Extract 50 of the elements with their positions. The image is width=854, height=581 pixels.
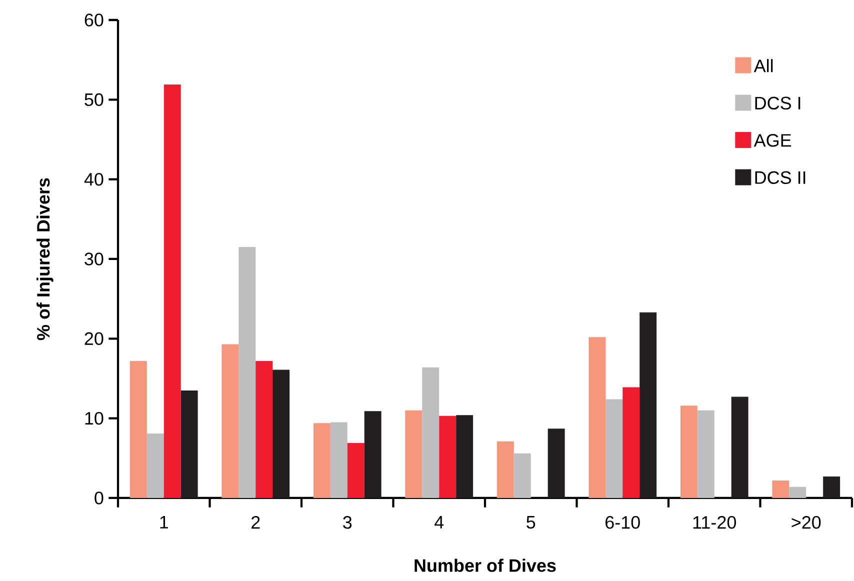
- bar: [496, 441, 514, 498]
- x-tick-label: 11-20: [693, 516, 736, 529]
- bar: [222, 344, 239, 498]
- bar: [422, 367, 440, 498]
- legend-label: DCS I: [755, 96, 800, 110]
- y-tick-label: 40: [84, 172, 104, 186]
- bar: [180, 390, 198, 498]
- y-tick-label: 20: [84, 332, 104, 346]
- bar: [456, 415, 474, 498]
- x-tick-label: 5: [526, 516, 536, 529]
- x-tick-label: >20: [792, 516, 821, 529]
- bar: [772, 480, 790, 498]
- bar: [789, 486, 806, 498]
- bar: [622, 387, 640, 498]
- bar: [405, 410, 422, 498]
- bar: [697, 410, 714, 498]
- bar: [272, 370, 290, 498]
- bar: [606, 399, 623, 498]
- legend-label: DCS II: [755, 171, 806, 184]
- bar: [823, 476, 840, 498]
- y-tick-label: 10: [85, 412, 104, 425]
- y-tick-label: 30: [84, 252, 104, 266]
- bar: [130, 360, 147, 498]
- bar: [330, 422, 348, 498]
- bar: [347, 443, 364, 498]
- bar: [313, 423, 330, 498]
- legend-label: All: [754, 59, 773, 72]
- bar: [364, 411, 382, 498]
- bar: [640, 312, 657, 498]
- y-tick-label: 50: [84, 93, 104, 106]
- x-tick-label: 3: [343, 516, 352, 529]
- bar: [164, 84, 181, 498]
- bar: [439, 416, 456, 498]
- y-tick-label: 60: [84, 14, 104, 26]
- bar: [256, 360, 273, 498]
- x-tick-label: 2: [252, 516, 260, 529]
- x-axis-title: Number of Dives: [414, 558, 556, 572]
- bar: [146, 433, 164, 498]
- bar: [548, 428, 565, 498]
- bar: [588, 337, 606, 498]
- bar: [731, 396, 748, 498]
- bar: [238, 247, 256, 498]
- x-tick-label: 4: [434, 516, 444, 528]
- bar: [514, 453, 531, 498]
- x-tick-label: 6-10: [606, 516, 640, 529]
- y-axis-title: % of Injured Divers: [36, 178, 54, 340]
- x-tick-label: 1: [160, 516, 168, 528]
- bar: [680, 406, 698, 498]
- y-tick-label: 0: [94, 492, 104, 504]
- legend-label: AGE: [754, 134, 792, 147]
